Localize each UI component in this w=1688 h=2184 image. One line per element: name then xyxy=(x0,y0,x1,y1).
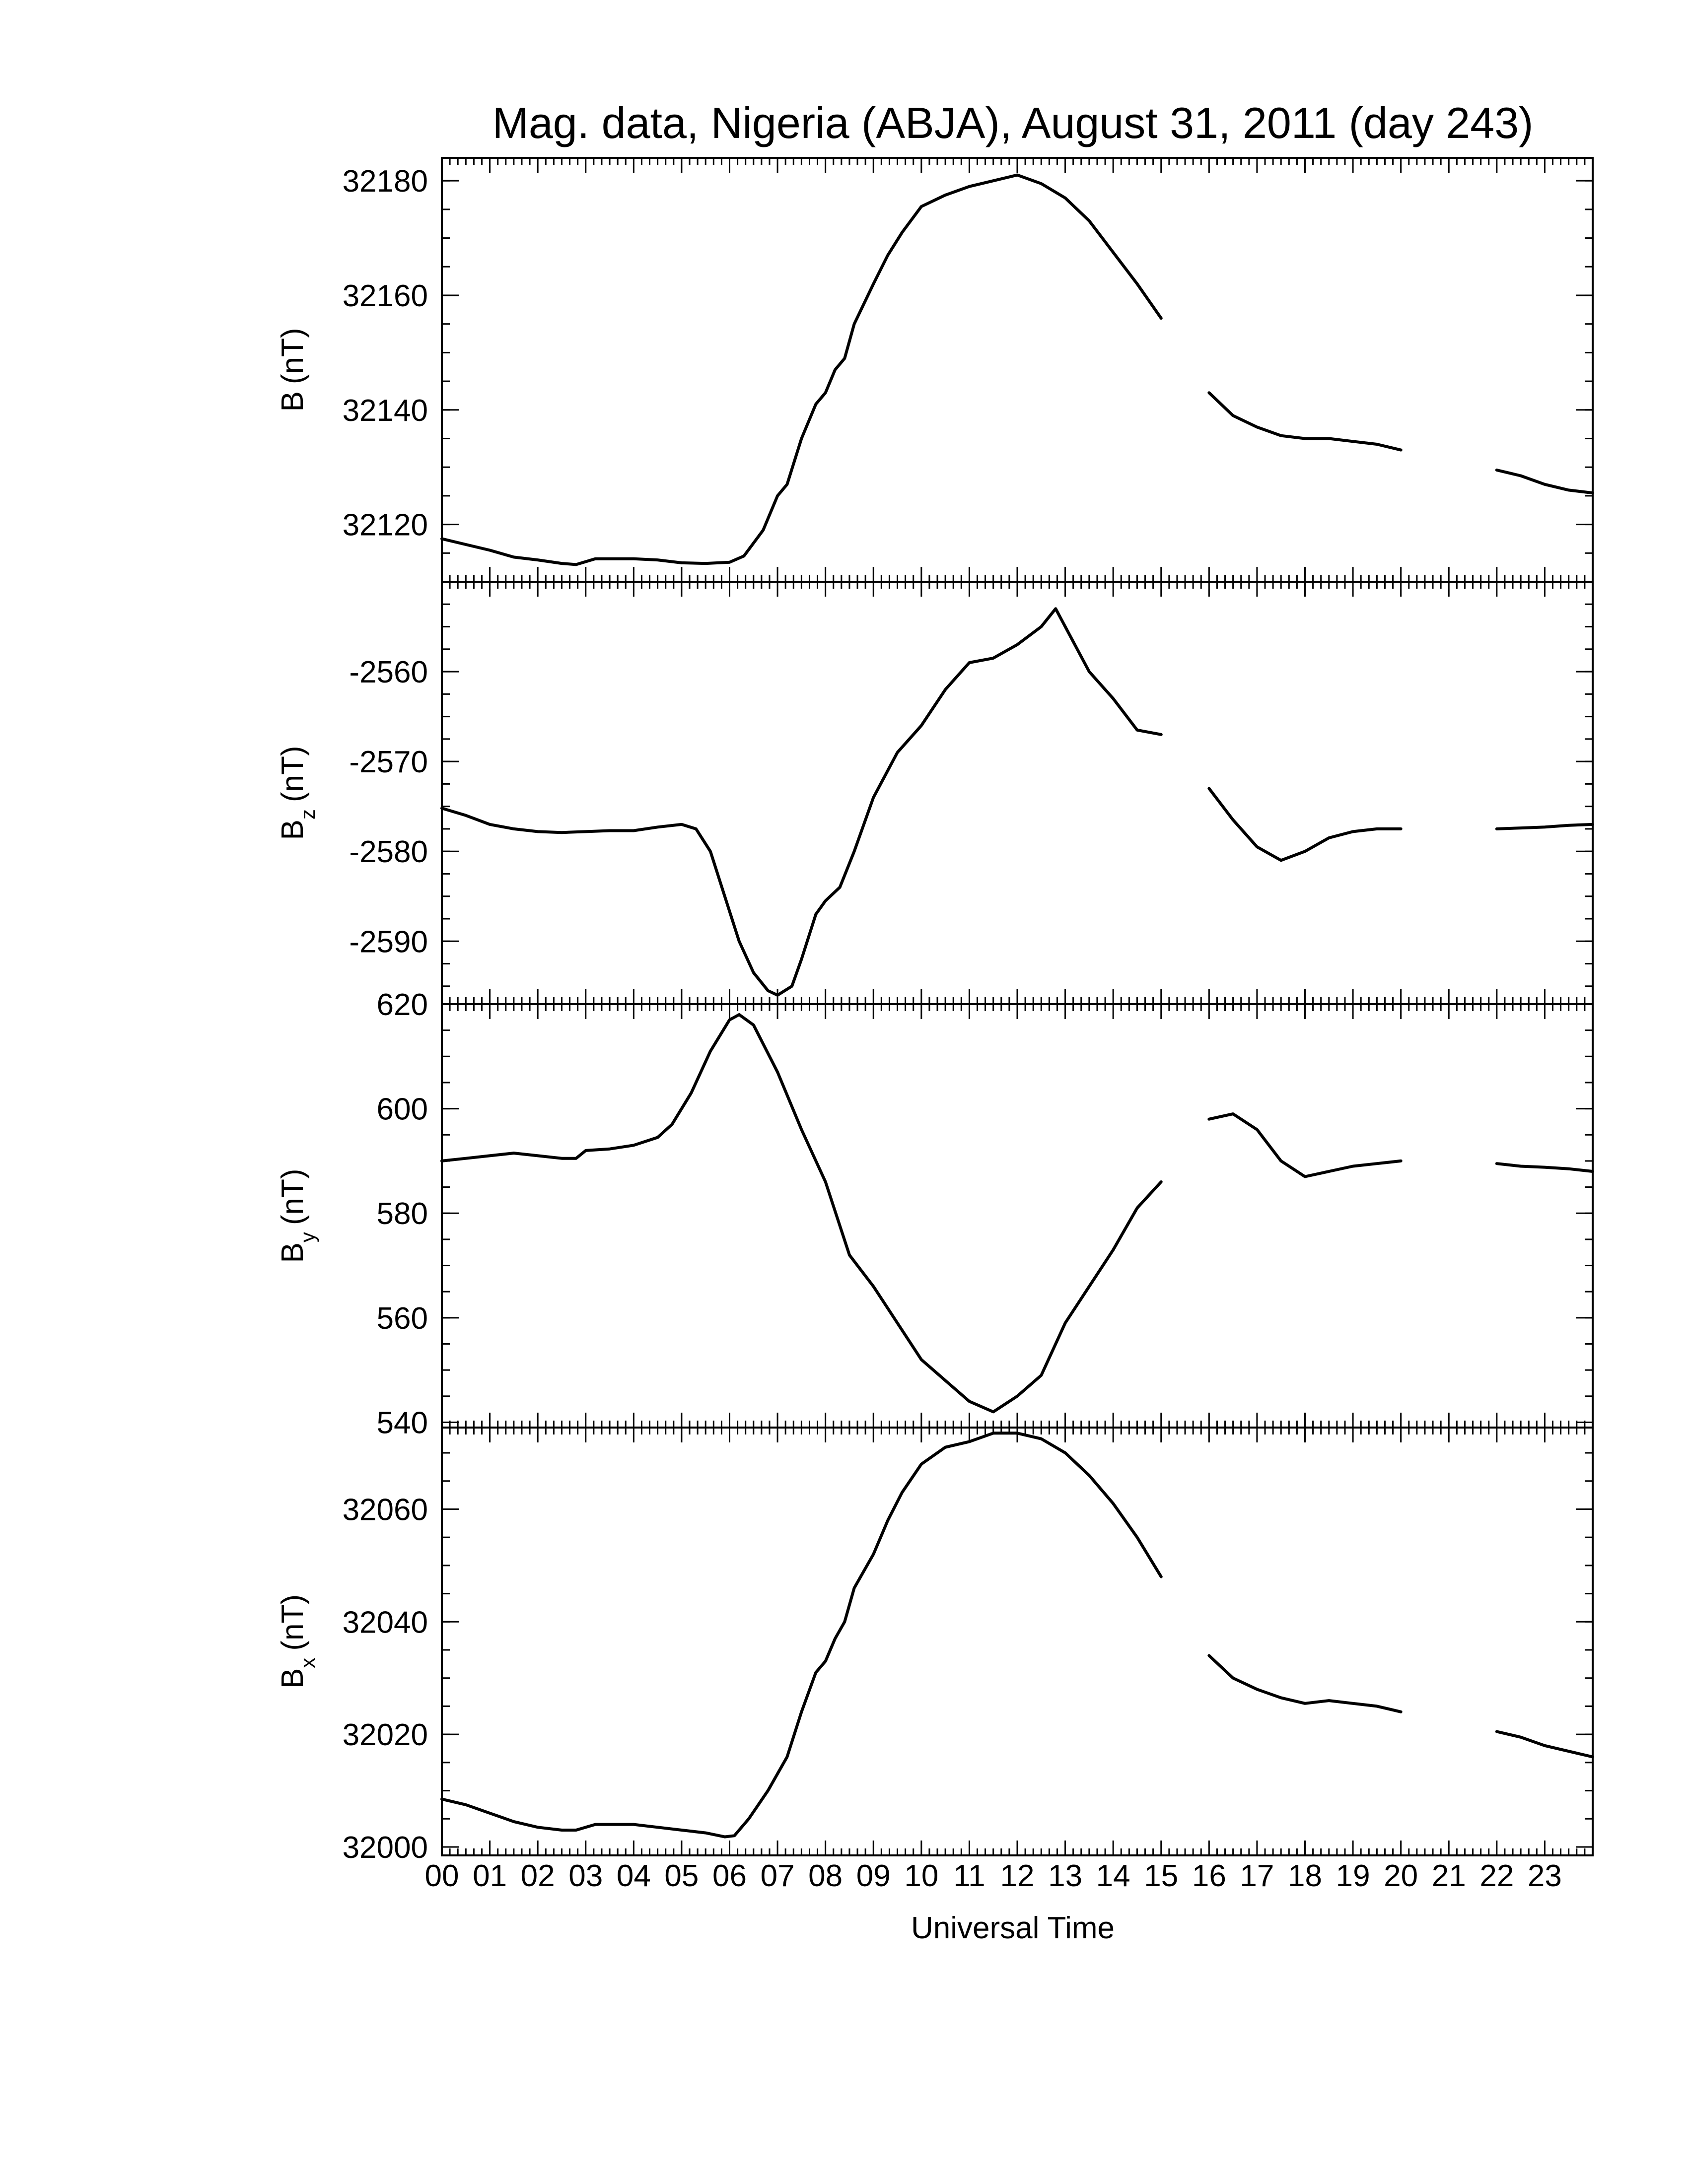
x-tick-label: 18 xyxy=(1288,1859,1322,1893)
y-tick-label: -2570 xyxy=(349,745,428,779)
x-tick-label: 05 xyxy=(664,1859,699,1893)
y-tick-label: 32160 xyxy=(343,279,428,313)
x-tick-label: 02 xyxy=(521,1859,555,1893)
y-axis-label-subscript: x xyxy=(296,1658,319,1668)
y-axis-label-B: B (nT) xyxy=(276,328,310,411)
y-tick-label: 32040 xyxy=(343,1605,428,1639)
y-axis-label-main: B xyxy=(276,819,310,840)
x-axis-label: Universal Time xyxy=(911,1911,1115,1945)
x-tick-label: 11 xyxy=(953,1859,985,1893)
x-tick-label: 07 xyxy=(761,1859,795,1893)
y-tick-label: 32140 xyxy=(343,394,428,428)
y-axis-label-unit: (nT) xyxy=(276,1594,310,1651)
x-tick-label: 12 xyxy=(1000,1859,1035,1893)
y-axis-label-subscript: y xyxy=(296,1232,319,1242)
y-tick-label: 580 xyxy=(377,1197,428,1231)
x-tick-label: 06 xyxy=(712,1859,747,1893)
y-tick-label: 32120 xyxy=(343,508,428,543)
x-tick-label: 03 xyxy=(568,1859,603,1893)
chart-title: Mag. data, Nigeria (ABJA), August 31, 20… xyxy=(492,98,1534,147)
y-tick-label: 600 xyxy=(377,1092,428,1127)
y-tick-label: 32020 xyxy=(343,1718,428,1752)
x-tick-label: 15 xyxy=(1144,1859,1178,1893)
y-tick-label: 32060 xyxy=(343,1493,428,1527)
y-axis-label-subscript: z xyxy=(296,809,319,819)
y-axis-label-unit: (nT) xyxy=(276,328,310,384)
x-tick-label: 09 xyxy=(856,1859,891,1893)
x-tick-label: 08 xyxy=(808,1859,843,1893)
y-tick-label: 620 xyxy=(377,988,428,1022)
y-tick-label: 32180 xyxy=(343,164,428,199)
x-tick-label: 10 xyxy=(904,1859,938,1893)
y-axis-label-unit: (nT) xyxy=(276,1168,310,1225)
y-axis-label-main: B xyxy=(276,1668,310,1689)
x-tick-label: 04 xyxy=(617,1859,651,1893)
y-axis-label-main: B xyxy=(276,391,310,411)
x-tick-label: 01 xyxy=(473,1859,507,1893)
y-tick-label: -2590 xyxy=(349,925,428,959)
x-tick-label: 16 xyxy=(1192,1859,1226,1893)
x-tick-label: 14 xyxy=(1096,1859,1130,1893)
x-tick-label: 23 xyxy=(1528,1859,1562,1893)
x-tick-label: 22 xyxy=(1479,1859,1514,1893)
y-tick-label: -2560 xyxy=(349,655,428,689)
x-tick-label: 17 xyxy=(1240,1859,1274,1893)
y-axis-label-unit: (nT) xyxy=(276,746,310,802)
y-tick-label: -2580 xyxy=(349,835,428,869)
x-tick-label: 19 xyxy=(1336,1859,1370,1893)
x-tick-label: 13 xyxy=(1048,1859,1082,1893)
y-axis-label-main: B xyxy=(276,1242,310,1263)
x-tick-label: 20 xyxy=(1384,1859,1418,1893)
y-tick-label: 560 xyxy=(377,1301,428,1336)
x-tick-label: 21 xyxy=(1432,1859,1466,1893)
y-tick-label: 32000 xyxy=(343,1831,428,1865)
x-tick-label: 00 xyxy=(425,1859,459,1893)
y-tick-label: 540 xyxy=(377,1406,428,1440)
